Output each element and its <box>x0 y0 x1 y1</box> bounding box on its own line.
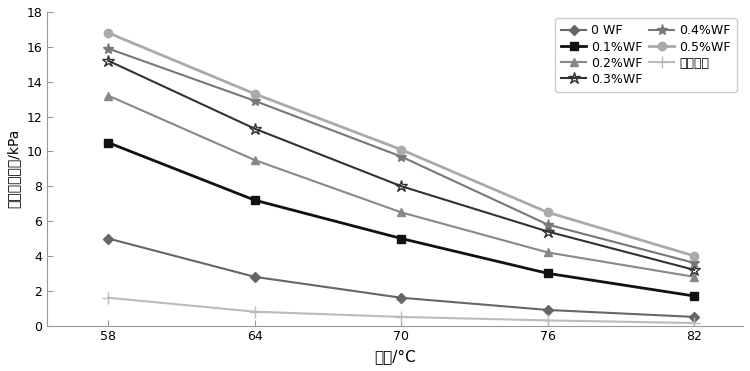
Y-axis label: 复数剪切模量/kPa: 复数剪切模量/kPa <box>7 129 21 209</box>
X-axis label: 温度/°C: 温度/°C <box>374 349 416 364</box>
Legend: 0 WF, 0.1%WF, 0.2%WF, 0.3%WF, 0.4%WF, 0.5%WF, 基质氥青: 0 WF, 0.1%WF, 0.2%WF, 0.3%WF, 0.4%WF, 0.… <box>555 18 736 92</box>
